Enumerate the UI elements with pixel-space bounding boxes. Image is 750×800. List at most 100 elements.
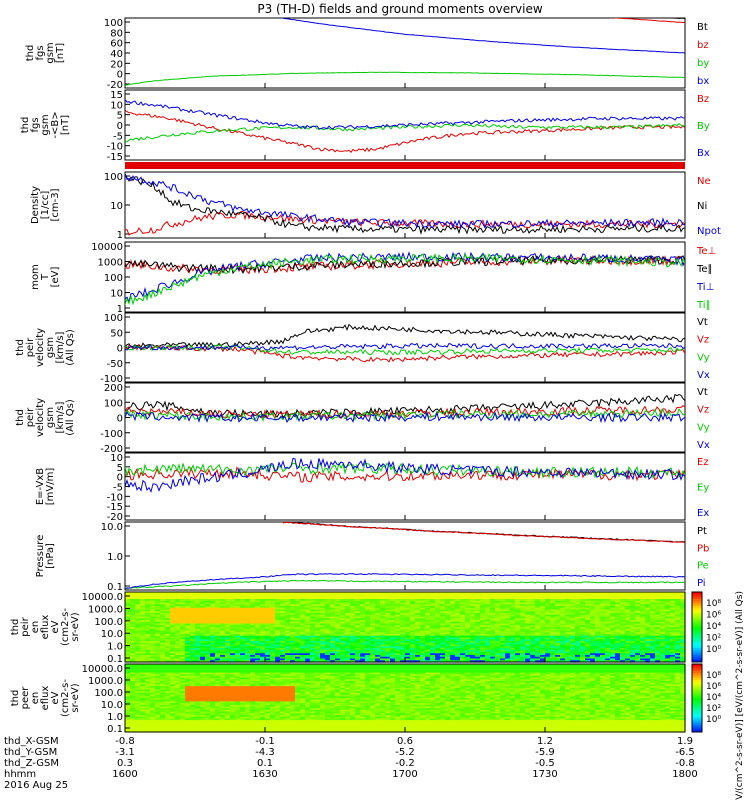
spec-cell [515,593,521,597]
spec-cell [265,660,271,663]
spec-cell [150,641,156,644]
spec-cell [290,614,296,618]
spec-cell [500,649,506,653]
spec-cell [540,656,546,660]
spec-cell [380,625,386,628]
spec-cell [280,649,286,653]
spec-cell [370,623,376,626]
spec-cell [305,649,311,653]
spec-cell [190,635,196,639]
spec-cell [260,602,266,605]
spec-cell [540,616,546,619]
spec-cell [510,607,516,611]
spec-cell [585,639,591,642]
spec-cell [435,623,441,626]
spec-cell [660,628,666,632]
spec-cell [330,664,336,667]
spec-cell [375,623,381,626]
spec-cell [625,616,631,619]
spec-cell [655,658,661,661]
spec-cell [280,611,286,614]
spec-cell [260,621,266,625]
spec-cell [130,620,136,623]
spec-cell [190,655,196,658]
spec-cell [565,644,571,647]
spec-cell [265,592,271,595]
spec-cell [475,651,481,654]
spec-cell [665,625,671,628]
spec-cell [455,632,461,635]
spec-cell [515,648,521,651]
spec-cell [265,613,271,616]
spec-cell [430,599,436,602]
spec-cell [335,602,341,605]
spec-cell [350,613,356,616]
spec-cell [525,649,531,653]
spec-cell [275,665,281,668]
spec-cell [175,611,181,614]
spec-cell [155,627,161,630]
spec-cell [300,593,306,597]
spec-cell [285,660,291,663]
spec-cell [215,639,221,642]
spec-cell [220,592,226,595]
spec-cell [455,602,461,605]
spec-cell [415,607,421,611]
spec-cell [450,600,456,604]
spec-cell [535,658,541,661]
spec-cell [635,655,641,658]
spec-cell [405,656,411,660]
spec-cell [510,656,516,660]
spec-cell [285,606,291,609]
spec-cell [400,616,406,619]
spec-cell [490,602,496,605]
spec-cell [520,646,526,649]
spec-cell [165,602,171,605]
spec-cell [405,644,411,647]
spec-cell [270,664,276,667]
spec-cell [285,592,291,595]
legend-peir-vel-gsm-1: Vz [697,335,709,346]
spec-cell [385,625,391,628]
spec-cell [370,635,376,639]
spec-cell [590,618,596,621]
spec-cell [550,637,556,640]
spec-cell [600,664,606,667]
spec-cell [535,646,541,649]
spec-cell [400,639,406,642]
spec-cell [330,597,336,600]
spec-cell [395,627,401,630]
spec-cell [500,614,506,618]
spec-cell [540,609,546,612]
spec-cell [310,613,316,616]
spec-cell [275,620,281,623]
spec-cell [490,599,496,602]
spec-cell [335,649,341,653]
spec-cell [475,660,481,663]
spec-cell [315,614,321,618]
spec-cell [340,611,346,614]
spec-cell [535,621,541,625]
spec-cell [505,655,511,658]
spec-cell [355,611,361,614]
spec-cell [520,625,526,628]
spec-cell [345,592,351,595]
spec-cell [465,616,471,619]
spec-cell [425,599,431,602]
spec-cell [510,618,516,621]
spec-cell [295,630,301,633]
spec-cell [375,616,381,619]
spec-cell [640,595,646,598]
spec-cell [190,658,196,661]
spec-cell [370,614,376,618]
spec-cell [360,595,366,598]
spec-cell [210,630,216,633]
ytick-label: -5 [113,483,123,494]
spec-cell [330,625,336,628]
spec-cell [360,630,366,633]
spec-cell [290,658,296,661]
spec-cell [550,639,556,642]
spec-cell [285,613,291,616]
spec-cell [470,635,476,639]
spec-cell [440,593,446,597]
